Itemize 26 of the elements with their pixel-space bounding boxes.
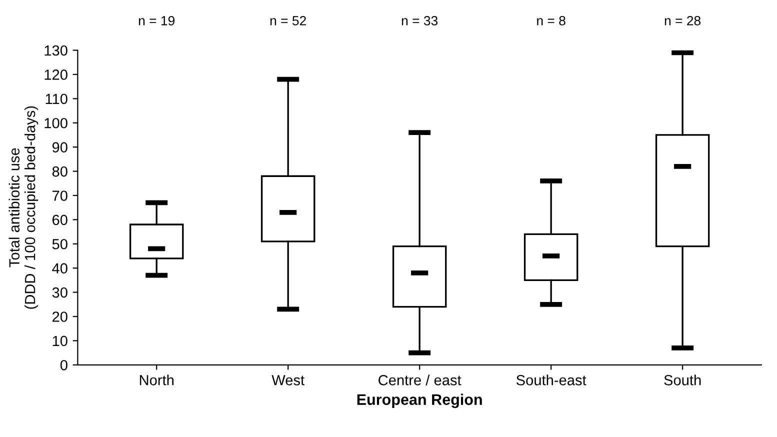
x-tick-label: North	[140, 374, 174, 386]
y-tick-label: 80	[52, 166, 68, 177]
y-tick-label: 100	[44, 118, 68, 128]
y-tick-label: 40	[52, 263, 68, 274]
y-tick-label: 20	[52, 312, 68, 322]
y-tick-label: 60	[52, 214, 68, 226]
y-tick-label: 50	[52, 238, 68, 250]
y-tick-label: 0	[60, 360, 68, 370]
y-tick-label: 30	[52, 287, 68, 298]
y-axis-title: Total antibiotic use (DDD / 100 occupied bed-days)	[8, 106, 38, 309]
y-tick-label: 110	[46, 94, 68, 104]
y-tick-label: 90	[52, 142, 68, 152]
y-tick-label: 70	[52, 190, 68, 201]
x-axis-title: European Region	[357, 394, 482, 408]
text: n = 19	[138, 16, 174, 26]
y-tick-label: 120	[44, 70, 68, 80]
x-tick-label: South	[664, 374, 701, 386]
x-tick-label: Centre / east	[378, 374, 462, 386]
text: n = 28	[664, 16, 701, 26]
x-tick-label: West	[272, 375, 304, 386]
text: n = 8	[537, 16, 566, 26]
x-tick-label: South-east	[516, 374, 586, 386]
y-tick-label: 130	[44, 45, 68, 56]
y-tick-label: 10	[52, 336, 68, 346]
text: n = 33	[402, 16, 438, 26]
text: n = 52	[270, 16, 306, 26]
